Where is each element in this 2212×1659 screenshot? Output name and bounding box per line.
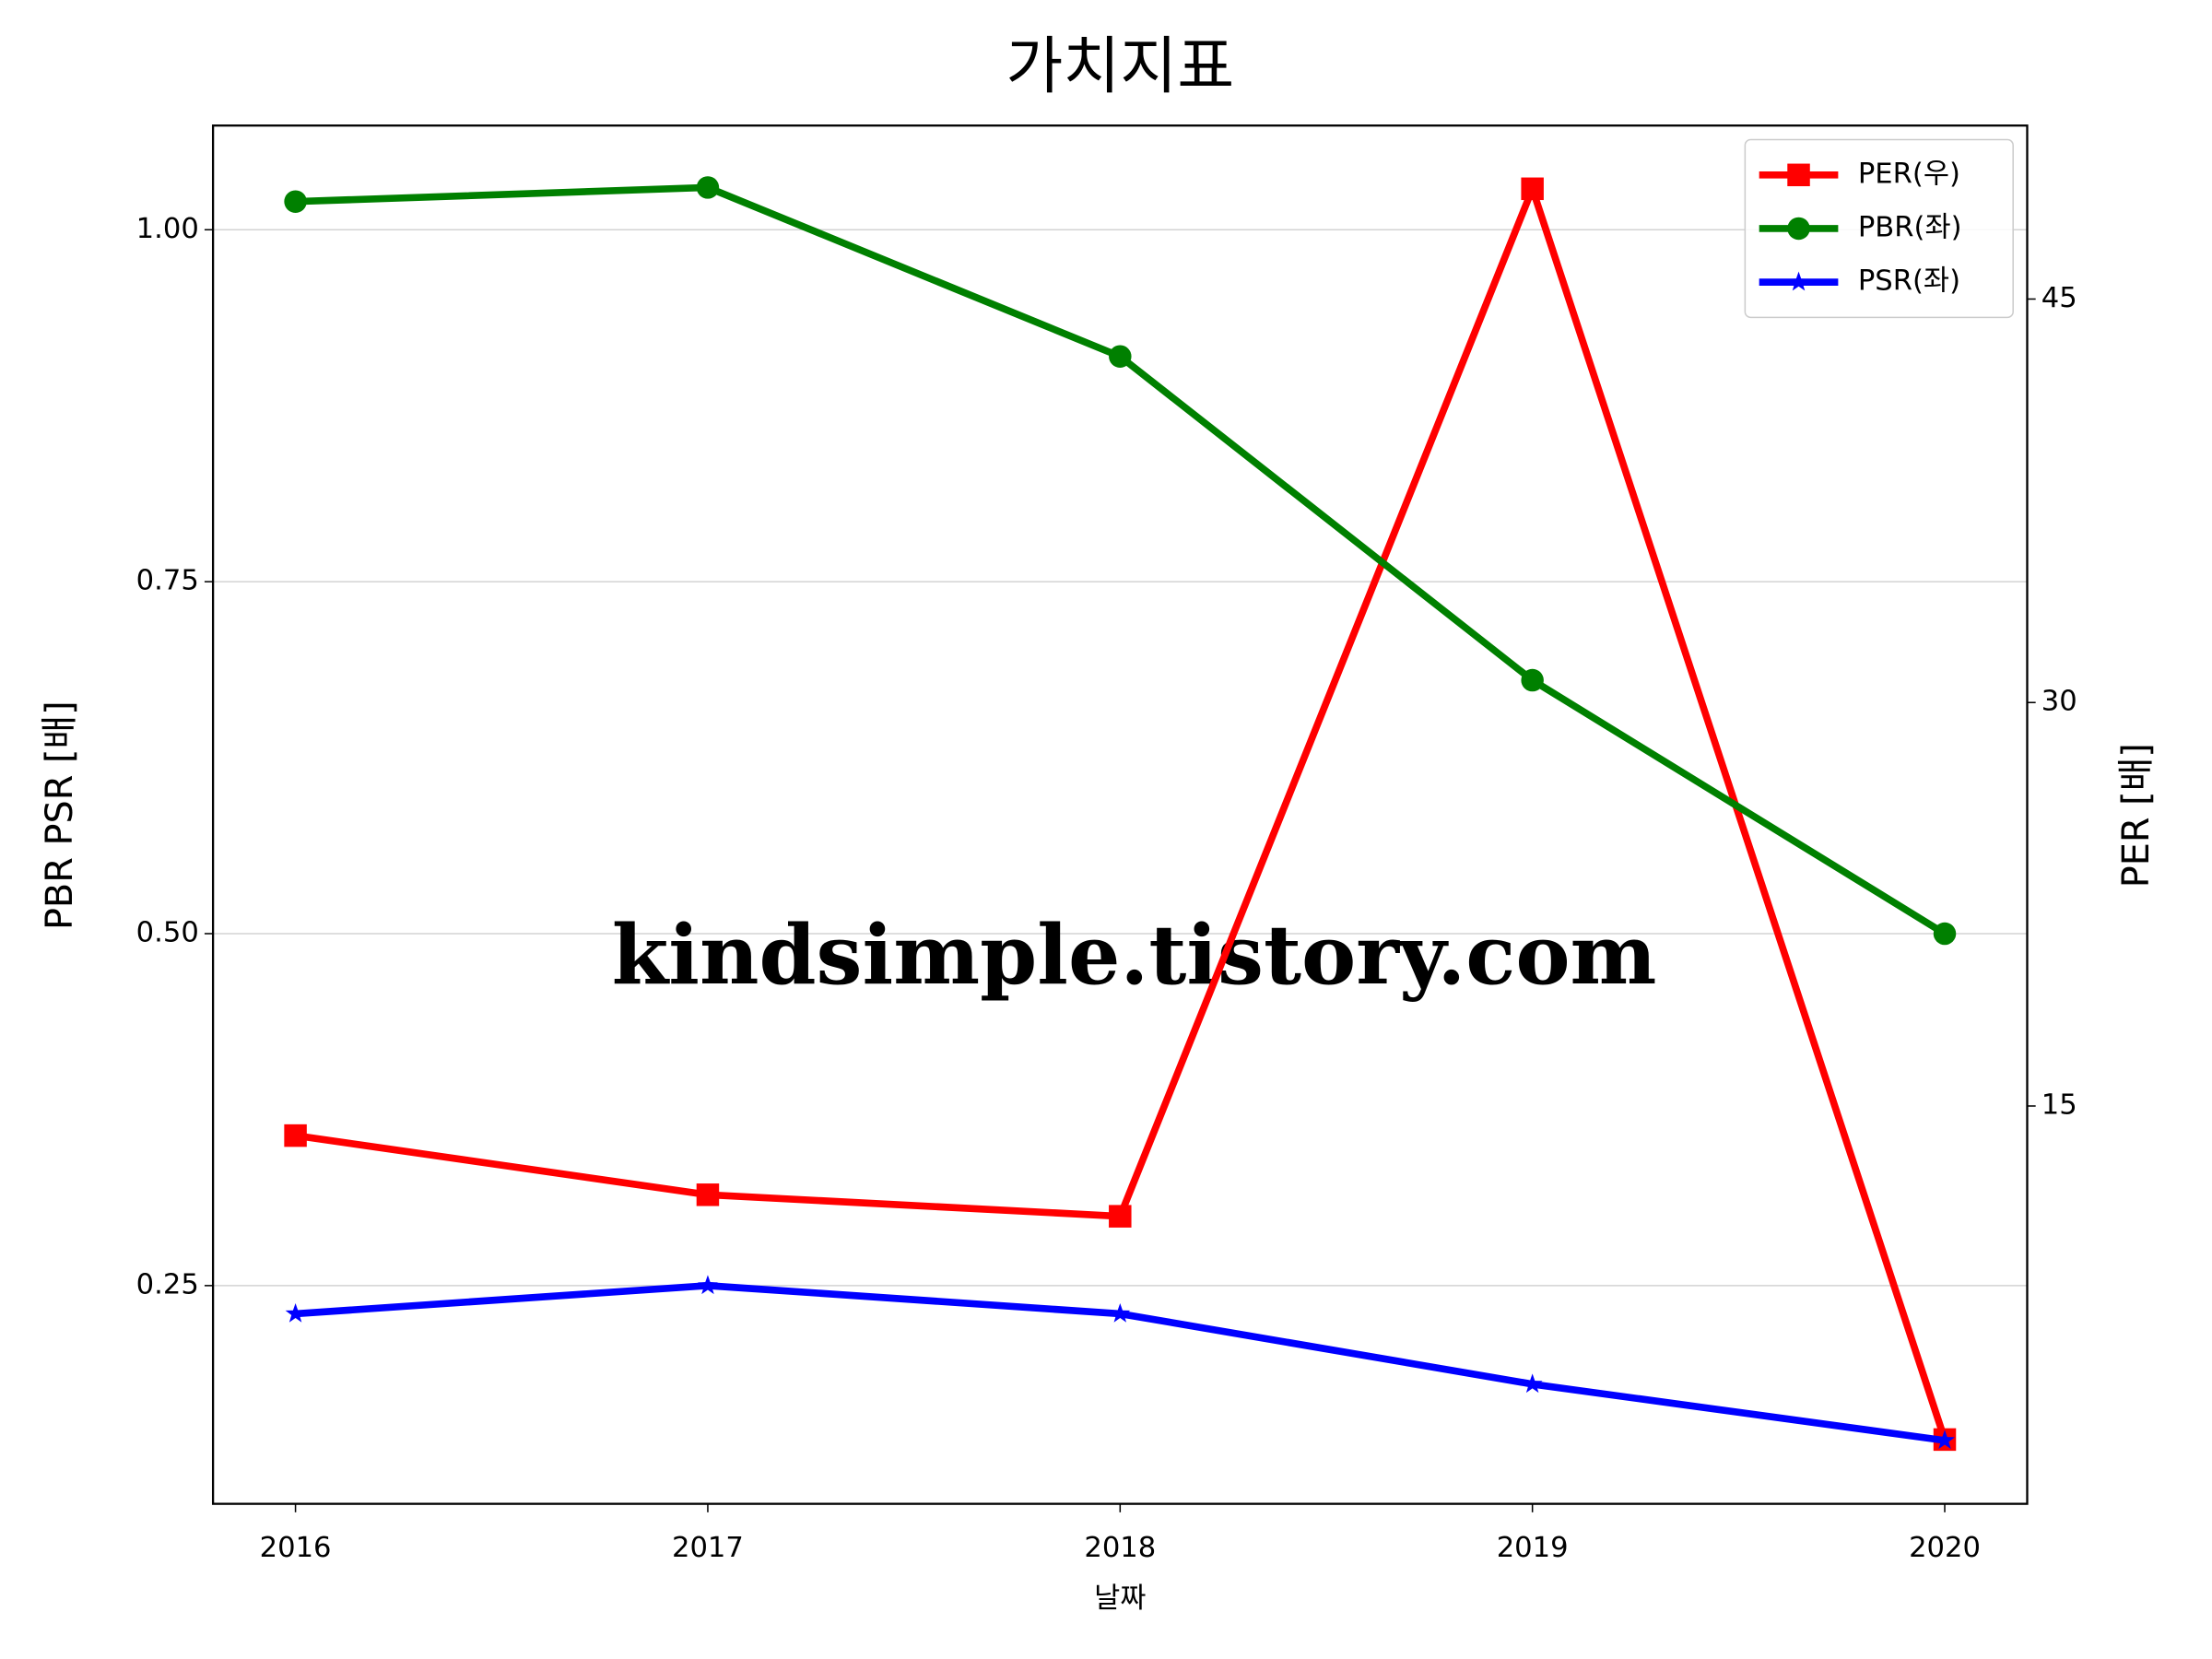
marker (696, 1183, 720, 1206)
marker (698, 1275, 718, 1295)
x-tick-label: 2018 (1084, 1532, 1156, 1564)
legend: PER(우) PBR(좌) PSR(좌) (1744, 138, 2014, 319)
legend-label: PBR(좌) (1858, 211, 1962, 243)
x-tick-label: 2017 (672, 1532, 744, 1564)
x-tick-label: 2016 (260, 1532, 332, 1564)
marker (1109, 345, 1132, 368)
legend-label: PER(우) (1858, 158, 1960, 190)
marker (1788, 271, 1809, 291)
marker (1110, 1302, 1131, 1323)
marker (1787, 217, 1810, 241)
chart-title: 가치지표 (1006, 29, 1234, 102)
marker (1521, 177, 1544, 201)
y2-axis-label: PER [배] (2115, 743, 2158, 888)
x-tick-label: 2020 (1909, 1532, 1981, 1564)
marker (1787, 163, 1810, 187)
y-tick-label: 0.50 (136, 917, 199, 949)
marker (1109, 1205, 1132, 1228)
legend-box (1744, 138, 2014, 319)
marker (285, 1302, 306, 1323)
legend-label: PSR(좌) (1858, 265, 1960, 298)
marker (284, 1124, 307, 1147)
y2-tick-label: 15 (2041, 1088, 2077, 1121)
marker (1933, 922, 1957, 946)
x-axis-label: 날짜 (1094, 1583, 1146, 1615)
watermark: kindsimple.tistory.com (612, 907, 1657, 1003)
marker (1521, 668, 1544, 692)
plot-frame (211, 124, 2029, 1505)
series-line (295, 183, 1947, 937)
x-tick-label: 2019 (1497, 1532, 1569, 1564)
series-line (295, 184, 1948, 1441)
marker (284, 190, 307, 213)
y-tick-label: 0.25 (136, 1268, 199, 1300)
marker (696, 176, 720, 199)
y-tick-label: 1.00 (136, 213, 199, 245)
y-axis-label: PBR PSR [배] (39, 700, 81, 930)
marker (1522, 1373, 1543, 1394)
y2-tick-label: 30 (2041, 686, 2077, 718)
marker (1935, 1430, 1955, 1450)
y-tick-label: 0.75 (136, 565, 199, 597)
y2-tick-label: 45 (2041, 282, 2077, 314)
